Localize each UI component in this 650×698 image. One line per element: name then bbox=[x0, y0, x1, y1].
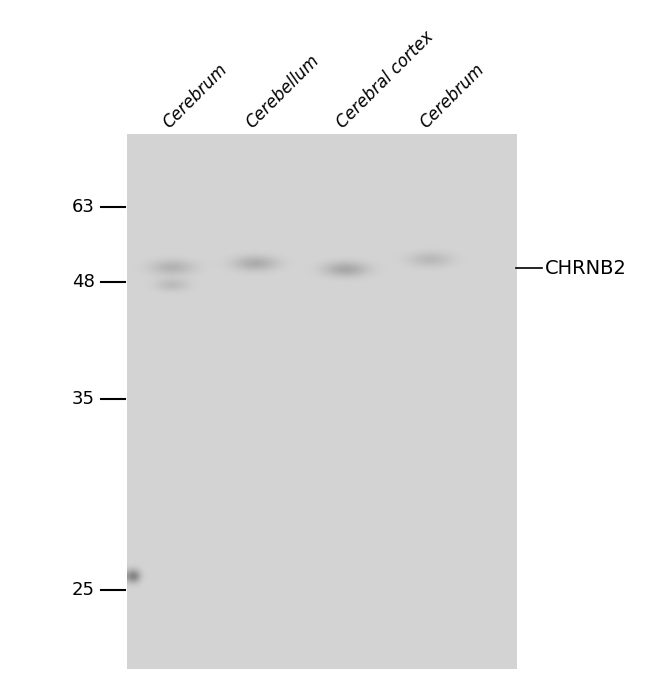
Text: Cerebellum: Cerebellum bbox=[243, 51, 323, 131]
Text: 63: 63 bbox=[72, 198, 95, 216]
Text: 48: 48 bbox=[72, 273, 95, 291]
Text: Cerebrum: Cerebrum bbox=[417, 60, 488, 131]
Text: Cerebrum: Cerebrum bbox=[159, 60, 231, 131]
Text: 25: 25 bbox=[72, 581, 95, 600]
Bar bbox=[127, 135, 516, 669]
Text: CHRNB2: CHRNB2 bbox=[545, 259, 627, 278]
Text: 35: 35 bbox=[72, 389, 95, 408]
Text: Cerebral cortex: Cerebral cortex bbox=[333, 27, 437, 131]
